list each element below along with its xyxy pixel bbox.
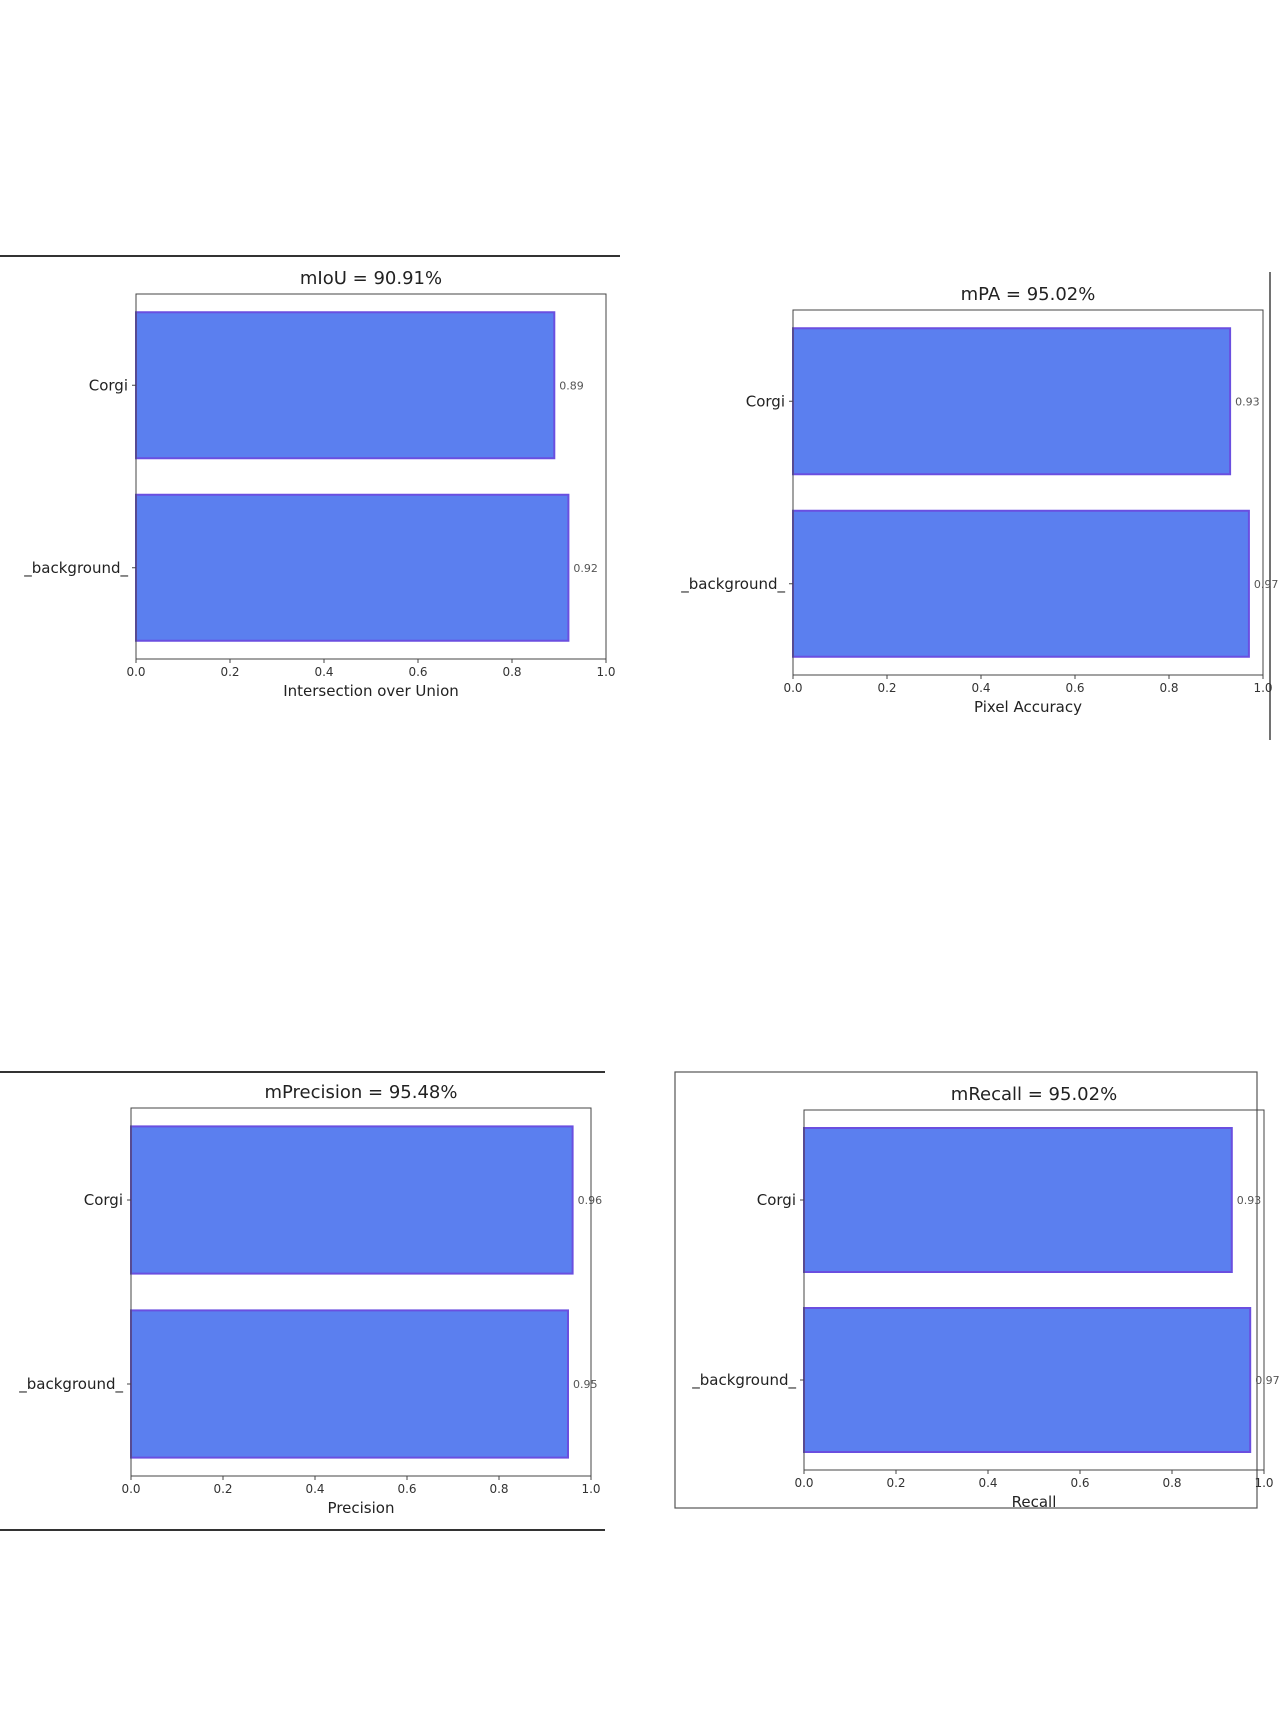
axes-frame: [803, 1109, 1265, 1471]
category-tick-label: _background_: [680, 575, 785, 594]
x-tick-label: 0.8: [502, 665, 521, 679]
category-tick-label: _background_: [691, 1371, 796, 1390]
x-tick-label: 0.0: [783, 681, 802, 695]
x-axis-label: Intersection over Union: [283, 682, 459, 700]
chart-title: mPrecision = 95.48%: [264, 1082, 457, 1103]
x-tick-label: 0.6: [1070, 1476, 1089, 1490]
x-tick-label: 0.6: [1065, 681, 1084, 695]
category-tick-label: Corgi: [746, 392, 785, 410]
bar-value-label: 0.97: [1254, 578, 1279, 591]
bar-value-label: 0.97: [1255, 1374, 1280, 1387]
x-tick-label: 0.4: [971, 681, 990, 695]
x-tick-label: 1.0: [581, 1482, 600, 1496]
x-axis-label: Pixel Accuracy: [974, 698, 1082, 716]
bar-_background_: [803, 1307, 1252, 1453]
x-axis-label: Recall: [1012, 1493, 1057, 1511]
x-tick-label: 0.2: [220, 665, 239, 679]
x-tick-label: 1.0: [1254, 1476, 1273, 1490]
bar-value-label: 0.96: [578, 1194, 603, 1207]
bar-Corgi: [130, 1125, 574, 1275]
bar-value-label: 0.93: [1237, 1194, 1262, 1207]
bar-value-label: 0.95: [573, 1378, 598, 1391]
x-axis-label: Precision: [328, 1499, 395, 1517]
chart-panel-3: mRecall = 95.02% 0.93 Corgi 0.97 _background…: [674, 1071, 1280, 1511]
bar-_background_: [792, 509, 1250, 658]
category-tick-label: Corgi: [89, 376, 128, 394]
chart-title: mRecall = 95.02%: [951, 1084, 1117, 1105]
bar-Corgi: [803, 1127, 1233, 1273]
category-tick-label: _background_: [18, 1375, 123, 1394]
chart-panel-1: mPA = 95.02% 0.93 Corgi 0.97 _background_ 0.0…: [680, 272, 1278, 740]
x-tick-label: 0.0: [126, 665, 145, 679]
x-tick-label: 0.0: [121, 1482, 140, 1496]
axes-frame: [130, 1107, 592, 1477]
bar-Corgi: [135, 311, 556, 460]
category-tick-label: Corgi: [84, 1191, 123, 1209]
chart-panel-2: mPrecision = 95.48% 0.96 Corgi 0.95 _backgro…: [0, 1071, 605, 1531]
x-tick-label: 1.0: [596, 665, 615, 679]
x-tick-label: 0.2: [877, 681, 896, 695]
panel-frame: [674, 1071, 1258, 1509]
bar-Corgi: [792, 327, 1232, 476]
x-tick-label: 0.4: [314, 665, 333, 679]
x-tick-label: 0.8: [1162, 1476, 1181, 1490]
x-tick-label: 0.2: [886, 1476, 905, 1490]
bar-value-label: 0.89: [559, 379, 584, 392]
x-tick-label: 0.6: [408, 665, 427, 679]
bar-value-label: 0.93: [1235, 395, 1260, 408]
axes-frame: [135, 293, 607, 660]
x-tick-label: 0.8: [489, 1482, 508, 1496]
chart-panel-0: mIoU = 90.91% 0.89 Corgi 0.92 _background_ 0.…: [0, 255, 620, 700]
x-tick-label: 1.0: [1253, 681, 1272, 695]
x-tick-label: 0.2: [213, 1482, 232, 1496]
axes-frame: [792, 309, 1264, 676]
x-tick-label: 0.6: [397, 1482, 416, 1496]
category-tick-label: Corgi: [757, 1191, 796, 1209]
x-tick-label: 0.8: [1159, 681, 1178, 695]
x-tick-label: 0.4: [305, 1482, 324, 1496]
bar-value-label: 0.92: [573, 562, 598, 575]
bar-_background_: [135, 493, 570, 642]
chart-title: mIoU = 90.91%: [300, 268, 442, 289]
x-tick-label: 0.4: [978, 1476, 997, 1490]
bar-_background_: [130, 1309, 569, 1459]
category-tick-label: _background_: [23, 559, 128, 578]
chart-title: mPA = 95.02%: [961, 284, 1096, 305]
x-tick-label: 0.0: [794, 1476, 813, 1490]
